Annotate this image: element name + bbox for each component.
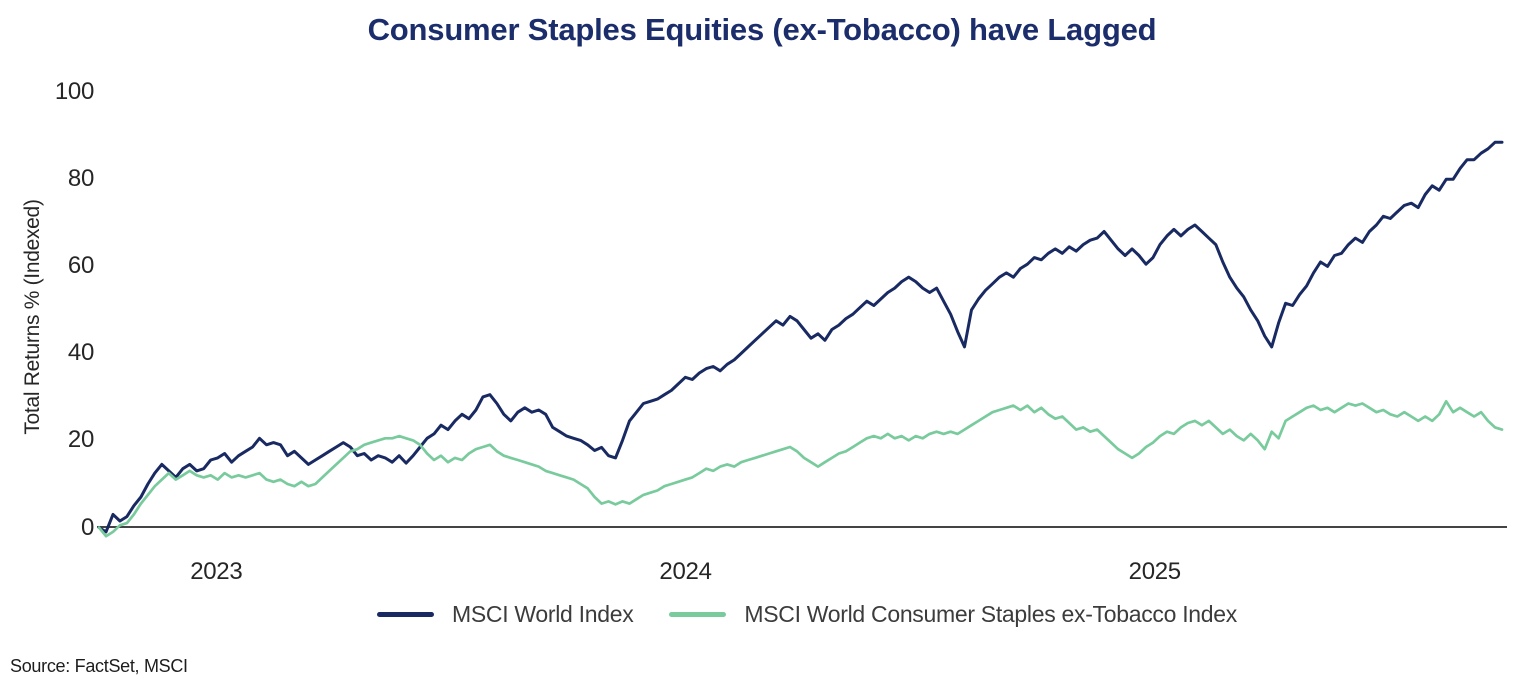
y-tick-label: 0 [80,513,94,541]
y-tick-label: 60 [67,252,94,280]
staples-ex-tobacco-line [97,399,1504,538]
y-tick-label: 80 [67,165,94,193]
msci-world-line [97,140,1504,534]
y-tick-label: 20 [67,426,94,454]
legend: MSCI World Index MSCI World Consumer Sta… [45,601,1524,628]
legend-label-world: MSCI World Index [452,601,634,627]
source-note: Source: FactSet, MSCI [10,656,188,676]
x-tick-label: 2023 [190,558,243,585]
x-tick-label: 2024 [659,558,712,585]
y-tick-label: 40 [67,339,94,367]
legend-swatch-staples [669,612,727,617]
legend-label-staples: MSCI World Consumer Staples ex-Tobacco I… [744,601,1237,627]
x-axis-line [97,526,1507,528]
legend-swatch-world [377,612,434,617]
x-tick-label: 2025 [1128,558,1182,585]
chart-title: Consumer Staples Equities (ex-Tobacco) h… [367,12,1157,47]
y-tick-label: 100 [54,78,94,106]
